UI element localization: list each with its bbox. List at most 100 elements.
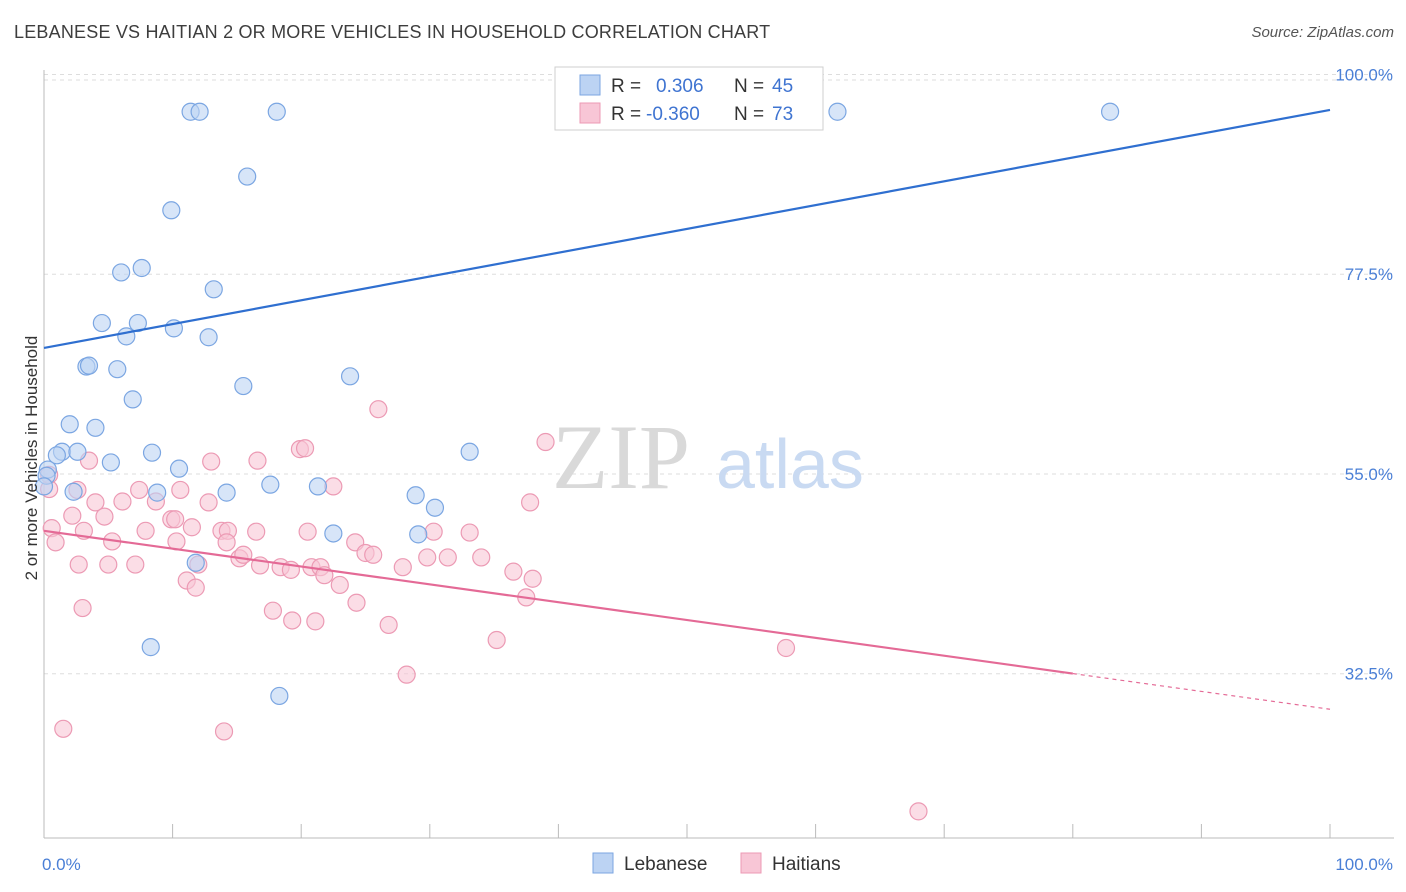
- point-lebanese-14: [199, 328, 218, 347]
- point-haitians-3: [295, 439, 315, 458]
- point-haitians-69: [54, 719, 73, 738]
- point-haitians-70: [214, 722, 234, 741]
- legend-swatch-haitians: [579, 102, 601, 124]
- legend-r-value-haitians: -0.360: [646, 104, 700, 125]
- point-haitians-40: [472, 548, 491, 567]
- point-haitians-37: [364, 545, 383, 564]
- point-haitians-45: [126, 555, 145, 574]
- point-haitians-8: [171, 480, 190, 500]
- point-haitians-71: [909, 802, 928, 821]
- point-haitians-6: [248, 451, 267, 470]
- trend-line-lebanese: [43, 108, 1331, 349]
- y-axis-label: 2 or more Vehicles in Household: [22, 336, 41, 581]
- point-lebanese-17: [108, 360, 127, 379]
- point-haitians-60: [347, 593, 366, 612]
- legend-n-label-lebanese: N =: [734, 76, 764, 97]
- point-haitians-1: [536, 432, 555, 452]
- point-haitians-24: [182, 518, 201, 537]
- watermark: ZIP atlas: [552, 406, 864, 508]
- point-lebanese-13: [117, 327, 136, 346]
- point-haitians-5: [202, 452, 221, 471]
- point-haitians-62: [263, 601, 283, 620]
- tick-labels: 32.5% 55.0% 77.5% 100.0% 0.0% 100.0%: [42, 65, 1393, 874]
- point-lebanese-4: [1100, 102, 1120, 121]
- point-haitians-27: [247, 522, 266, 541]
- point-lebanese-25: [47, 446, 66, 465]
- point-haitians-7: [130, 480, 149, 500]
- chart-source: Source: ZipAtlas.com: [1251, 24, 1394, 41]
- point-haitians-10: [324, 477, 343, 496]
- y-tick-label-3: 100.0%: [1335, 65, 1393, 84]
- point-haitians-12: [86, 493, 105, 512]
- point-lebanese-7: [112, 263, 131, 282]
- point-lebanese-24: [68, 442, 87, 461]
- trend-line-haitians: [43, 529, 1073, 675]
- legend-swatch-lebanese: [579, 74, 601, 96]
- point-lebanese-42: [141, 638, 160, 657]
- point-lebanese-16: [79, 356, 99, 375]
- series-haitians: [40, 400, 928, 821]
- point-haitians-20: [166, 510, 185, 529]
- series-legend: Lebanese Haitians: [592, 852, 841, 875]
- point-haitians-68: [397, 665, 416, 684]
- point-lebanese-21: [60, 415, 79, 434]
- point-lebanese-27: [460, 442, 479, 461]
- point-lebanese-1: [190, 102, 209, 121]
- point-lebanese-39: [409, 525, 428, 544]
- point-haitians-0: [369, 400, 388, 419]
- point-lebanese-43: [270, 686, 289, 706]
- legend-r-value-lebanese: 0.306: [656, 76, 704, 97]
- point-haitians-23: [136, 521, 155, 540]
- trend-line-haitians-extension: [1072, 672, 1331, 710]
- point-lebanese-8: [132, 258, 151, 278]
- point-haitians-67: [776, 638, 796, 658]
- point-lebanese-18: [340, 367, 360, 386]
- point-haitians-15: [199, 493, 218, 512]
- point-haitians-53: [393, 558, 412, 577]
- point-haitians-61: [73, 598, 92, 618]
- point-haitians-13: [113, 492, 132, 511]
- legend-r-label-haitians: R =: [611, 104, 641, 125]
- point-lebanese-10: [92, 313, 111, 333]
- point-lebanese-36: [217, 483, 236, 502]
- point-haitians-57: [186, 578, 205, 597]
- point-haitians-43: [69, 555, 88, 574]
- point-lebanese-35: [148, 483, 167, 502]
- point-lebanese-9: [204, 280, 223, 299]
- bottom-legend-label-lebanese: Lebanese: [624, 854, 707, 875]
- legend-r-label-lebanese: R =: [611, 76, 641, 97]
- point-lebanese-34: [64, 482, 83, 501]
- y-tick-label-0: 32.5%: [1345, 665, 1393, 684]
- bottom-legend-swatch-haitians: [740, 852, 762, 874]
- point-lebanese-29: [169, 459, 189, 478]
- point-haitians-44: [99, 555, 118, 574]
- bottom-legend-label-haitians: Haitians: [772, 854, 841, 875]
- point-haitians-64: [306, 612, 325, 631]
- point-lebanese-41: [186, 553, 205, 572]
- x-tick-label-0: 0.0%: [42, 855, 81, 874]
- point-lebanese-22: [86, 418, 105, 437]
- x-tick-label-1: 100.0%: [1335, 855, 1393, 874]
- point-haitians-39: [438, 548, 457, 567]
- point-haitians-30: [298, 522, 317, 541]
- point-lebanese-44: [34, 477, 54, 496]
- point-haitians-31: [46, 533, 65, 552]
- point-haitians-55: [523, 569, 542, 588]
- legend-n-label-haitians: N =: [734, 104, 764, 125]
- legend-n-value-lebanese: 45: [772, 76, 793, 97]
- point-haitians-54: [504, 562, 523, 581]
- point-haitians-42: [234, 545, 253, 564]
- point-lebanese-20: [123, 390, 142, 409]
- stats-legend: R = 0.306 N = 45 R = -0.360 N = 73: [554, 66, 824, 131]
- point-lebanese-33: [308, 477, 328, 496]
- point-lebanese-6: [162, 201, 181, 220]
- bottom-legend-swatch-lebanese: [592, 852, 614, 874]
- y-tick-label-1: 55.0%: [1345, 465, 1393, 484]
- point-haitians-65: [379, 615, 398, 635]
- point-haitians-66: [487, 630, 506, 650]
- point-lebanese-26: [142, 443, 162, 462]
- watermark-atlas: atlas: [716, 425, 864, 503]
- axes: [43, 70, 1394, 839]
- trend-lines: [43, 108, 1331, 710]
